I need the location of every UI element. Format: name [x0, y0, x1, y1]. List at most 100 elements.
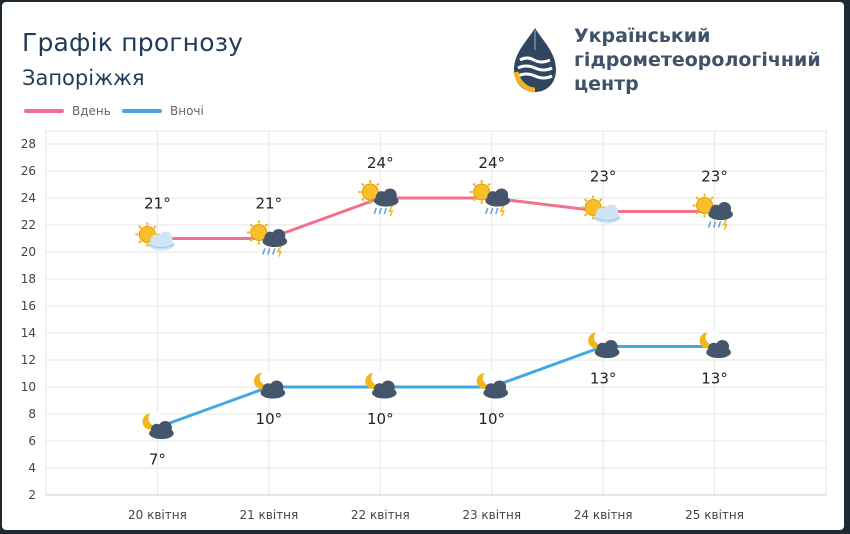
y-tick-label: 4 — [28, 461, 36, 475]
data-label-night: 13° — [701, 370, 728, 388]
city-subtitle: Запоріжжя — [22, 66, 145, 90]
plot-area — [45, 130, 827, 496]
sun-ray — [249, 223, 254, 227]
data-label-day: 21° — [256, 195, 283, 213]
rain-drop — [272, 248, 276, 255]
data-label-night: 10° — [478, 410, 505, 428]
y-tick-label: 28 — [21, 137, 36, 151]
lightning — [722, 219, 728, 230]
data-label-day: 23° — [701, 168, 728, 186]
moon-cutout — [482, 371, 497, 385]
sun-ray — [472, 182, 477, 187]
legend-item-night[interactable]: Вночі — [122, 104, 204, 118]
data-label-night: 13° — [590, 370, 617, 388]
sun-disc — [250, 224, 268, 241]
y-tick-label: 16 — [21, 299, 36, 313]
sun-ray — [249, 238, 254, 242]
y-tick-label: 24 — [21, 191, 36, 205]
rain-drop — [485, 207, 489, 215]
moon-cloud-icon — [476, 371, 509, 399]
moon-cutout — [705, 330, 720, 345]
data-label-night: 10° — [367, 410, 394, 428]
series-line-day — [157, 196, 715, 240]
moon-cloud-icon — [253, 371, 286, 399]
cloud-shape — [715, 339, 730, 354]
y-tick-label: 6 — [28, 434, 36, 448]
legend-label-day: Вдень — [72, 104, 111, 118]
data-label-day: 21° — [144, 195, 171, 213]
sun-ray — [695, 196, 699, 200]
sun-ray — [598, 198, 603, 202]
legend-item-day[interactable]: Вдень — [24, 104, 111, 118]
org-name-line: Український — [574, 25, 711, 47]
x-tick-label: 24 квітня — [574, 508, 633, 522]
cloud-shape — [381, 380, 395, 394]
y-tick-label: 14 — [21, 326, 36, 340]
moon-cutout — [148, 411, 163, 426]
data-label-day: 24° — [478, 154, 505, 172]
sun-ray — [472, 197, 477, 202]
y-tick-label: 26 — [21, 164, 36, 178]
sun-ray — [138, 240, 142, 244]
x-tick-label: 21 квітня — [239, 508, 298, 522]
rain-drop — [707, 221, 712, 228]
sun-cloud-icon — [135, 222, 175, 251]
rain-drop — [378, 207, 382, 215]
y-tick-label: 18 — [21, 272, 36, 286]
org-name: Український гідрометеорологічний центр — [574, 24, 821, 96]
legend-swatch-night — [122, 109, 162, 113]
lightning — [499, 205, 505, 217]
sun-ray — [361, 182, 365, 187]
rain-drop — [712, 221, 717, 228]
data-label-night: 7° — [149, 451, 166, 469]
legend-label-night: Вночі — [170, 104, 204, 118]
sun-cloud-rain-thunder-icon — [469, 180, 511, 217]
moon-cloud-icon — [699, 330, 731, 358]
sun-ray — [583, 198, 588, 202]
x-tick-label: 23 квітня — [462, 508, 521, 522]
sun-ray — [695, 211, 699, 215]
y-tick-label: 2 — [28, 488, 36, 502]
moon-cutout — [594, 330, 609, 345]
sun-ray — [375, 182, 380, 187]
sun-ray — [153, 225, 157, 229]
moon-cloud-icon — [365, 371, 397, 399]
cloud-outline — [593, 217, 621, 221]
x-tick-label: 20 квітня — [128, 508, 187, 522]
series-line-night — [156, 345, 715, 429]
page-title: Графік прогнозу — [22, 28, 244, 57]
y-tick-label: 10 — [21, 380, 36, 394]
lightning — [276, 246, 282, 257]
cloud-shape — [717, 201, 732, 216]
y-tick-label: 8 — [28, 407, 36, 421]
cloud-shape — [158, 420, 172, 435]
sun-disc — [361, 183, 379, 201]
moon-cloud-icon — [588, 330, 620, 358]
sun-ray — [264, 223, 269, 227]
sun-cloud-rain-thunder-icon — [358, 180, 399, 217]
moon-cutout — [259, 371, 274, 385]
sun-ray — [710, 196, 714, 200]
rain-drop — [267, 248, 271, 255]
sun-ray — [583, 213, 588, 217]
cloud-shape — [494, 188, 509, 202]
cloud-shape — [270, 380, 284, 394]
sun-ray — [487, 182, 491, 187]
rain-drop — [373, 207, 377, 215]
sun-disc — [696, 197, 714, 214]
org-name-line: гідрометеорологічний — [574, 49, 821, 71]
cloud-shape — [604, 339, 618, 354]
cloud-outline — [148, 244, 175, 248]
sun-ray — [138, 225, 142, 229]
lightning — [387, 205, 394, 217]
y-tick-label: 20 — [21, 245, 36, 259]
data-label-day: 23° — [590, 168, 617, 186]
rain-drop — [490, 207, 494, 215]
cloud-shape — [272, 228, 286, 243]
sun-cloud-icon — [581, 195, 621, 224]
data-label-night: 10° — [256, 410, 283, 428]
sun-cloud-rain-thunder-icon — [246, 220, 288, 257]
sun-disc — [473, 183, 491, 201]
data-label-day: 24° — [367, 154, 394, 172]
rain-drop — [383, 207, 387, 215]
